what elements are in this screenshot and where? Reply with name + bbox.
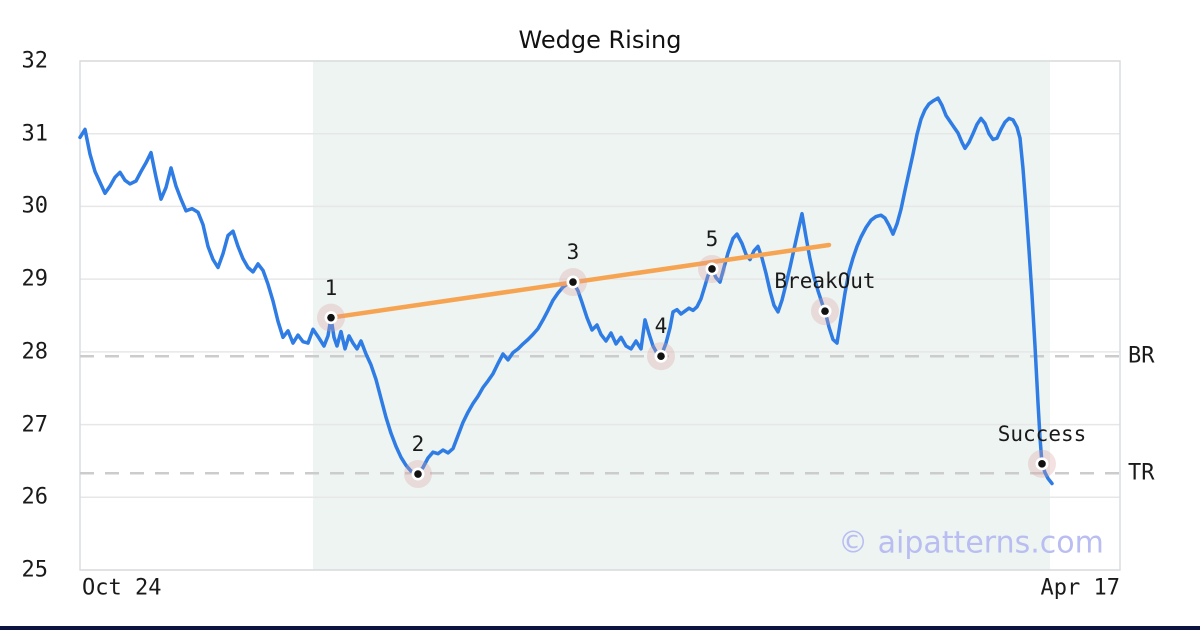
y-tick-25: 25	[21, 557, 49, 583]
trend-line	[328, 242, 832, 320]
x-axis-tick-start: Oct 24	[82, 575, 162, 601]
level-label-tr: TR	[1128, 460, 1155, 486]
price-line	[78, 96, 1054, 486]
marker-dot	[821, 307, 829, 315]
marker-dot	[414, 470, 422, 478]
y-tick-31: 31	[21, 121, 49, 147]
plot-frame	[79, 60, 1121, 571]
point-label-success: Success	[997, 421, 1087, 446]
marker-dot	[1038, 460, 1046, 468]
y-tick-32: 32	[21, 48, 49, 74]
y-tick-28: 28	[21, 339, 49, 365]
bottom-accent-bar	[0, 626, 1200, 630]
x-axis-tick-end: Apr 17	[1040, 575, 1120, 601]
y-tick-29: 29	[21, 266, 49, 292]
chart-title: Wedge Rising	[518, 26, 682, 54]
watermark: © aipatterns.com	[838, 525, 1104, 561]
point-label-breakout: BreakOut	[774, 269, 876, 294]
marker-dot	[708, 265, 716, 273]
point-label-2: 2	[411, 432, 425, 457]
y-tick-26: 26	[21, 484, 49, 510]
marker-dot	[569, 278, 577, 286]
y-tick-27: 27	[21, 412, 49, 438]
point-label-3: 3	[566, 240, 580, 265]
point-label-1: 1	[324, 275, 338, 300]
level-label-br: BR	[1128, 343, 1155, 369]
marker-dot	[327, 313, 335, 322]
point-label-5: 5	[705, 226, 719, 251]
y-tick-30: 30	[21, 193, 49, 219]
marker-dot	[657, 352, 665, 361]
point-label-4: 4	[654, 314, 668, 339]
